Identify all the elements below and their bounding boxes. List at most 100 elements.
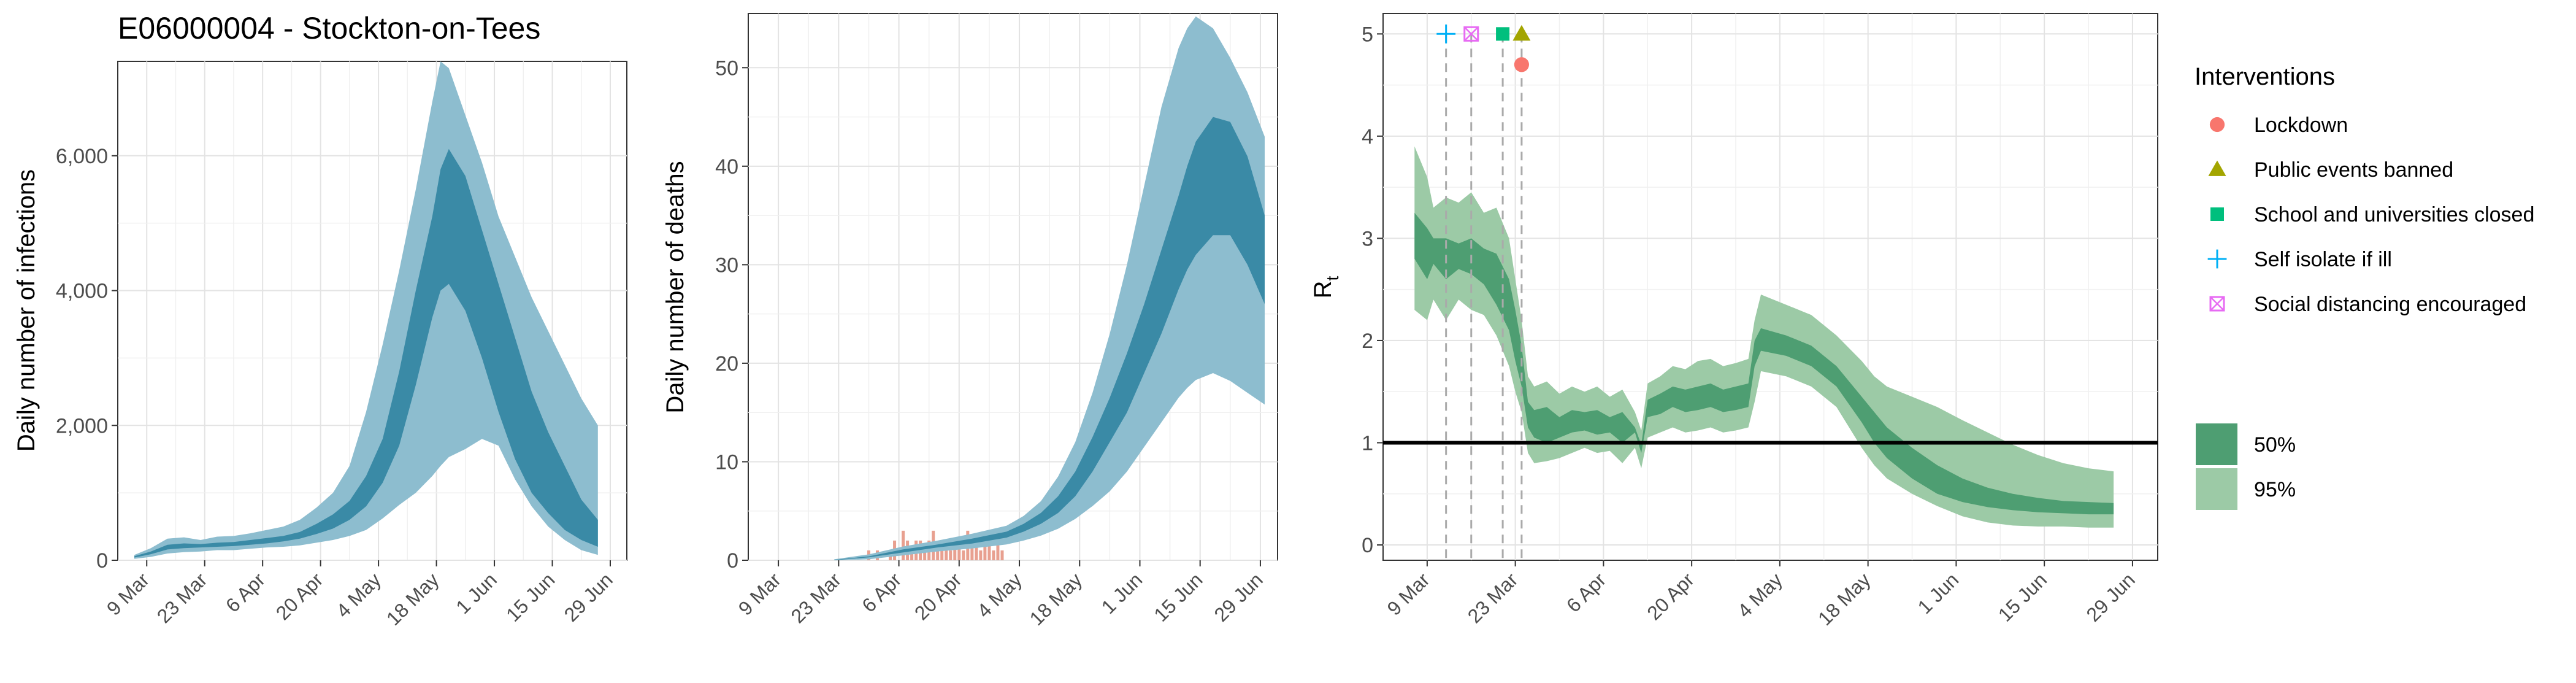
- intervention-marker-triangle: [1512, 25, 1531, 41]
- deaths-x-tick-label: 20 Apr: [910, 568, 966, 624]
- rt-x-tick-label: 18 May: [1814, 568, 1875, 630]
- observed-death-bar: [987, 540, 991, 560]
- infections-y-tick-label: 6,000: [56, 145, 108, 168]
- infections-x-tick-label: 1 Jun: [451, 568, 501, 618]
- rt-y-tick-label: 4: [1362, 125, 1373, 149]
- deaths-x-tick-label: 1 Jun: [1097, 568, 1147, 618]
- infections-y-tick-label: 2,000: [56, 414, 108, 438]
- rt-bands: [1414, 146, 2114, 528]
- legend-item-label: Public events banned: [2254, 158, 2453, 182]
- infections-x-tick-label: 15 Jun: [502, 568, 559, 625]
- rt-x-tick-label: 15 Jun: [1994, 568, 2051, 625]
- intervention-marker-boxcross: [1463, 26, 1479, 42]
- rt-y-axis-label: Rt: [1309, 276, 1342, 298]
- observed-death-bar: [910, 550, 914, 560]
- rt-x-tick-label: 4 May: [1733, 568, 1787, 622]
- legend-item-label: Social distancing encouraged: [2254, 293, 2526, 316]
- observed-death-bar: [949, 550, 953, 560]
- observed-death-bar: [962, 550, 965, 560]
- deaths-x-tick-label: 18 May: [1025, 568, 1087, 630]
- rt-y-axis-label-sub: t: [1323, 276, 1342, 280]
- deaths-bands: [834, 16, 1265, 561]
- legend-intervention-items: Lockdown Public events banned School and u…: [2207, 114, 2534, 316]
- infections-band-50: [134, 149, 598, 558]
- legend-marker-plus: [2207, 249, 2227, 269]
- rt-y-tick-label: 0: [1362, 534, 1373, 557]
- infections-x-tick-label: 29 Jun: [560, 568, 617, 625]
- deaths-y-tick-label: 40: [715, 155, 738, 179]
- rt-panel: 0 1 2 3 4 5 9 Mar 23 Mar 6 Apr 20 Apr 4 May 18 May…: [1309, 13, 2158, 630]
- legend-item-label: Self isolate if ill: [2254, 248, 2392, 271]
- rt-x-tick-label: 23 Mar: [1463, 568, 1522, 627]
- observed-death-bar: [975, 540, 978, 560]
- deaths-x-tick-label: 4 May: [973, 568, 1026, 622]
- observed-death-bar: [923, 550, 927, 560]
- rt-x-tick-label: 29 Jun: [2082, 568, 2139, 625]
- legend-band-items: 50% 95%: [2196, 423, 2296, 510]
- figure-title: E06000004 - Stockton-on-Tees: [118, 11, 540, 45]
- infections-x-tick-label: 4 May: [332, 568, 385, 622]
- observed-death-bar: [957, 540, 961, 560]
- rt-x-tick-label: 20 Apr: [1643, 568, 1698, 624]
- infections-x-tick-label: 23 Mar: [153, 568, 212, 627]
- legend-title: Interventions: [2195, 63, 2335, 90]
- infections-x-tick-label: 6 Apr: [221, 568, 270, 617]
- legend-item-label: School and universities closed: [2254, 203, 2534, 226]
- legend-marker-boxcross: [2209, 296, 2225, 312]
- infections-y-axis-label: Daily number of infections: [13, 169, 40, 452]
- legend-marker-square: [2210, 207, 2224, 221]
- rt-y-axis-label-main: R: [1309, 280, 1336, 298]
- deaths-band-50: [834, 117, 1265, 561]
- observed-death-bar: [902, 530, 905, 560]
- infections-x-tick-label: 18 May: [382, 568, 443, 630]
- rt-x-tick-label: 6 Apr: [1562, 568, 1611, 617]
- deaths-x-tick-label: 29 Jun: [1209, 568, 1267, 625]
- deaths-x-tick-label: 9 Mar: [734, 568, 786, 620]
- observed-death-bar: [992, 550, 995, 560]
- rt-y-tick-label: 5: [1362, 23, 1373, 46]
- infections-y-tick-label: 0: [96, 549, 108, 573]
- deaths-y-tick-label: 0: [727, 549, 738, 573]
- rt-x-tick-label: 9 Mar: [1383, 568, 1435, 620]
- legend: Interventions Lockdown Public events bann…: [2195, 63, 2534, 510]
- intervention-marker-plus: [1436, 24, 1456, 44]
- rt-y-ticks: 0 1 2 3 4 5: [1362, 23, 1383, 557]
- legend-marker-triangle: [2208, 160, 2226, 176]
- observed-death-bar: [983, 540, 987, 560]
- infections-y-tick-label: 4,000: [56, 280, 108, 303]
- intervention-marker-circle: [1514, 57, 1530, 72]
- infections-x-tick-label: 20 Apr: [272, 568, 328, 624]
- rt-x-tick-label: 1 Jun: [1914, 568, 1963, 618]
- deaths-x-tick-label: 6 Apr: [857, 568, 906, 617]
- observed-death-bar: [979, 550, 983, 560]
- deaths-y-ticks: 0 10 20 30 40 50: [715, 56, 748, 573]
- deaths-y-axis-label: Daily number of deaths: [662, 161, 689, 413]
- deaths-x-tick-label: 23 Mar: [786, 568, 845, 627]
- infections-x-tick-label: 9 Mar: [102, 568, 154, 620]
- rt-y-tick-label: 3: [1362, 227, 1373, 250]
- rt-x-ticks: 9 Mar 23 Mar 6 Apr 20 Apr 4 May 18 May 1 Jun 15…: [1383, 560, 2139, 630]
- legend-band-label: 95%: [2254, 478, 2296, 501]
- legend-band-label: 50%: [2254, 433, 2296, 457]
- intervention-marker-square: [1496, 27, 1510, 41]
- deaths-y-tick-label: 30: [715, 253, 738, 277]
- rt-y-tick-label: 2: [1362, 330, 1373, 353]
- legend-item-label: Lockdown: [2254, 114, 2348, 137]
- rt-intervention-markers: [1436, 24, 1531, 72]
- observed-death-bar: [1000, 550, 1004, 560]
- deaths-y-tick-label: 50: [715, 56, 738, 80]
- rt-y-tick-label: 1: [1362, 431, 1373, 455]
- legend-swatch-95: [2196, 468, 2237, 510]
- legend-marker-circle: [2209, 117, 2225, 133]
- observed-death-bar: [936, 550, 940, 560]
- infections-bands: [134, 61, 598, 559]
- deaths-y-tick-label: 10: [715, 450, 738, 474]
- observed-death-bar: [953, 540, 957, 560]
- legend-swatch-50: [2196, 423, 2237, 465]
- observed-death-bar: [970, 540, 974, 560]
